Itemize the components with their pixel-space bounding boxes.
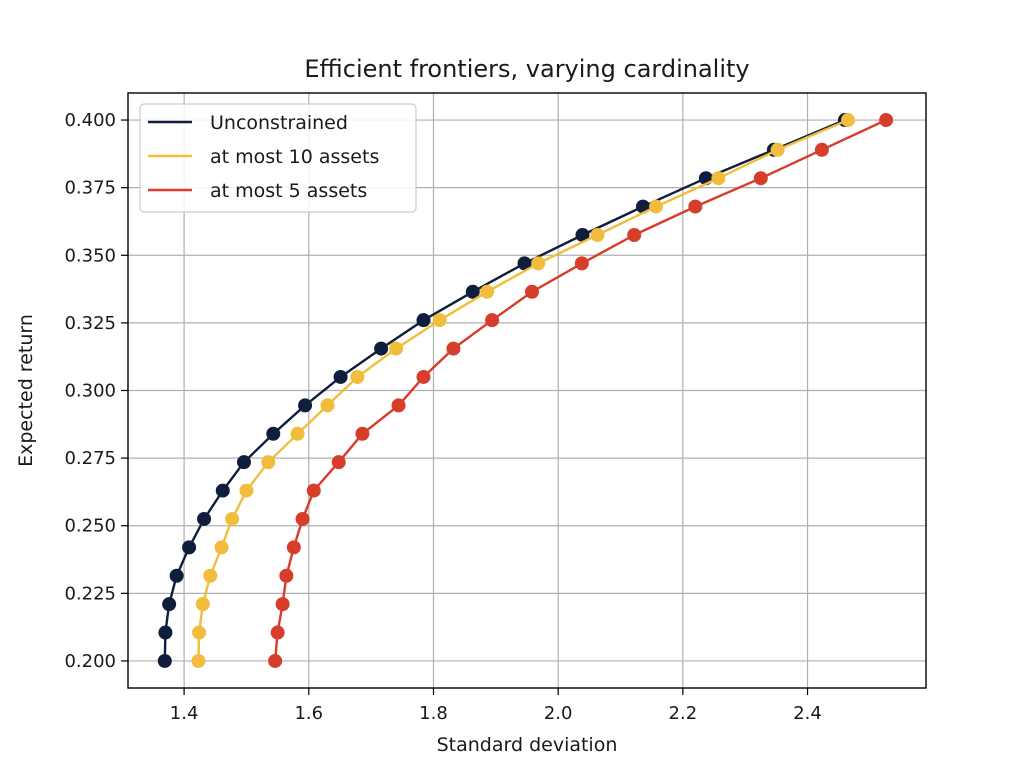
legend-label: at most 5 assets bbox=[210, 180, 367, 202]
data-point bbox=[416, 369, 431, 384]
data-point bbox=[355, 426, 370, 441]
data-point bbox=[590, 227, 605, 242]
data-point bbox=[162, 597, 177, 612]
data-point bbox=[225, 511, 240, 526]
data-point bbox=[770, 142, 785, 157]
data-point bbox=[275, 597, 290, 612]
legend-label: at most 10 assets bbox=[210, 146, 379, 168]
data-point bbox=[295, 511, 310, 526]
data-point bbox=[290, 426, 305, 441]
data-point bbox=[239, 483, 254, 498]
data-point bbox=[574, 256, 589, 271]
legend-label: Unconstrained bbox=[210, 112, 348, 134]
data-point bbox=[191, 653, 206, 668]
y-tick-label: 0.250 bbox=[64, 516, 116, 537]
x-tick-label: 1.8 bbox=[419, 703, 448, 724]
y-tick-label: 0.300 bbox=[64, 381, 116, 402]
data-point bbox=[158, 625, 173, 640]
data-point bbox=[270, 625, 285, 640]
x-axis-title: Standard deviation bbox=[437, 734, 618, 756]
y-tick-label: 0.200 bbox=[64, 651, 116, 672]
data-point bbox=[391, 398, 406, 413]
data-point bbox=[531, 256, 546, 271]
data-point bbox=[389, 341, 404, 356]
data-point bbox=[480, 284, 495, 299]
series-group bbox=[191, 113, 856, 668]
data-point bbox=[814, 142, 829, 157]
data-point bbox=[517, 256, 532, 271]
y-tick-label: 0.325 bbox=[64, 313, 116, 334]
y-tick-label: 0.225 bbox=[64, 583, 116, 604]
y-axis-title: Expected return bbox=[15, 314, 37, 467]
y-tick-label: 0.275 bbox=[64, 448, 116, 469]
data-point bbox=[197, 511, 212, 526]
series-layer bbox=[157, 113, 894, 668]
data-point bbox=[753, 171, 768, 186]
data-point bbox=[169, 568, 184, 583]
data-point bbox=[432, 313, 447, 328]
data-point bbox=[524, 284, 539, 299]
data-point bbox=[195, 597, 210, 612]
data-point bbox=[236, 455, 251, 470]
series-group bbox=[268, 113, 894, 668]
data-point bbox=[333, 369, 348, 384]
tick-layer: 1.4 1.6 1.8 2.0 2.2 2.4 0.200 0.225 0.250 0.275 0.… bbox=[64, 110, 821, 724]
data-point bbox=[575, 227, 590, 242]
x-tick-label: 2.2 bbox=[669, 703, 698, 724]
data-point bbox=[879, 113, 894, 128]
chart-title: Efficient frontiers, varying cardinality bbox=[304, 55, 749, 83]
data-point bbox=[320, 398, 335, 413]
data-point bbox=[214, 540, 229, 555]
data-point bbox=[688, 199, 703, 214]
data-point bbox=[649, 199, 664, 214]
legend-box bbox=[139, 103, 417, 213]
data-point bbox=[279, 568, 294, 583]
data-point bbox=[627, 227, 642, 242]
data-point bbox=[306, 483, 321, 498]
y-tick-label: 0.400 bbox=[64, 110, 116, 131]
data-point bbox=[841, 113, 856, 128]
data-point bbox=[203, 568, 218, 583]
data-point bbox=[268, 653, 283, 668]
data-point bbox=[416, 313, 431, 328]
data-point bbox=[286, 540, 301, 555]
data-point bbox=[182, 540, 197, 555]
x-tick-label: 1.4 bbox=[170, 703, 199, 724]
y-tick-label: 0.375 bbox=[64, 178, 116, 199]
data-point bbox=[331, 455, 346, 470]
grid-layer bbox=[128, 93, 926, 688]
data-point bbox=[192, 625, 207, 640]
data-point bbox=[215, 483, 230, 498]
data-point bbox=[298, 398, 313, 413]
data-point bbox=[711, 171, 726, 186]
x-tick-label: 1.6 bbox=[294, 703, 323, 724]
data-point bbox=[261, 455, 276, 470]
legend: Unconstrained at most 10 assets at most 5 … bbox=[139, 103, 417, 213]
data-point bbox=[157, 653, 172, 668]
y-tick-label: 0.350 bbox=[64, 245, 116, 266]
x-tick-label: 2.4 bbox=[793, 703, 822, 724]
data-point bbox=[266, 426, 281, 441]
data-point bbox=[485, 313, 500, 328]
x-tick-label: 2.0 bbox=[544, 703, 573, 724]
data-point bbox=[350, 369, 365, 384]
data-point bbox=[465, 284, 480, 299]
data-point bbox=[374, 341, 389, 356]
data-point bbox=[446, 341, 461, 356]
